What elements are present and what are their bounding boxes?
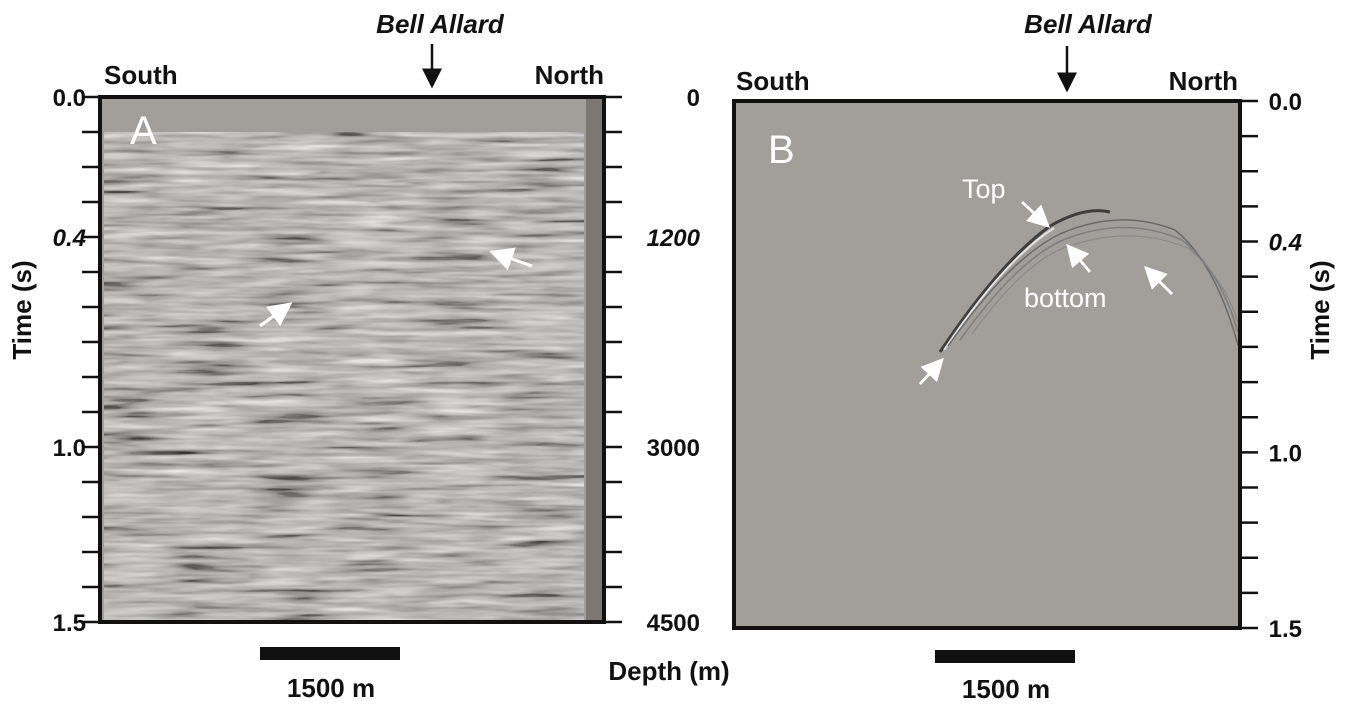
panel-b-arrow-right bbox=[1144, 266, 1173, 295]
panel-a-right-tick-label: 4500 bbox=[647, 610, 700, 637]
panel-b-direction-right: North bbox=[1169, 66, 1238, 96]
panel-a-scale-bar bbox=[260, 647, 400, 660]
panel-b-section-background bbox=[734, 101, 1240, 628]
panel-a-right-axis: 0 1200 3000 4500 bbox=[602, 85, 701, 637]
panel-b-annotation-top: Top bbox=[962, 174, 1006, 204]
panel-a-letter: A bbox=[130, 109, 157, 153]
panel-b-scale-label: 1500 m bbox=[962, 674, 1050, 704]
panel-b-arrow-left bbox=[918, 357, 944, 385]
panel-a-arrow-left bbox=[259, 302, 293, 328]
panel-a-seismic-texture-fine bbox=[104, 132, 584, 622]
panel-b-scale-bar bbox=[935, 650, 1075, 663]
panel-a-left-axis: 0.0 0.4 1.0 1.5 bbox=[53, 85, 102, 637]
panel-b-right-tick-label: 1.0 bbox=[1269, 440, 1302, 467]
panel-b: B Top bottom bbox=[732, 99, 1242, 630]
panel-b-diffraction-3 bbox=[971, 235, 1239, 335]
panel-a-right-tick-label: 1200 bbox=[647, 225, 701, 252]
panel-a-direction-right: North bbox=[535, 60, 604, 90]
panel-a-site-label: Bell Allard bbox=[376, 9, 505, 39]
panel-b-letter: B bbox=[768, 128, 795, 172]
panel-b-right-axis: 0.0 0.4 1.0 1.5 bbox=[1238, 89, 1302, 643]
panel-b-arrow-bottom bbox=[1066, 243, 1092, 273]
panel-a-right-tick-label: 0 bbox=[687, 85, 700, 112]
panel-a-left-tick-label: 0.4 bbox=[53, 225, 86, 252]
panel-b-arrow-top bbox=[1021, 200, 1051, 228]
panel-a-left-tick-label: 1.5 bbox=[53, 610, 86, 637]
panel-a-direction-left: South bbox=[104, 60, 178, 90]
panel-b-diffraction-dark bbox=[938, 209, 1111, 353]
panel-a: A bbox=[98, 95, 606, 624]
panel-a-left-tick-label: 1.0 bbox=[53, 435, 86, 462]
panel-a-time-axis-label: Time (s) bbox=[7, 260, 37, 359]
panel-b-annotation-bottom: bottom bbox=[1024, 283, 1107, 313]
panel-b-diffraction-2 bbox=[959, 226, 1239, 341]
panel-b-right-tick-label: 0.4 bbox=[1269, 230, 1302, 257]
panel-b-time-axis-label: Time (s) bbox=[1305, 260, 1335, 359]
depth-axis-label: Depth (m) bbox=[608, 656, 729, 686]
panel-b-site-label: Bell Allard bbox=[1024, 9, 1153, 39]
panel-a-left-tick-label: 0.0 bbox=[53, 85, 86, 112]
panel-a-arrow-right bbox=[489, 247, 533, 271]
panel-b-direction-left: South bbox=[736, 66, 810, 96]
panel-a-right-tick-label: 3000 bbox=[647, 435, 700, 462]
panel-b-right-tick-label: 1.5 bbox=[1269, 616, 1302, 643]
panel-a-right-strip bbox=[586, 97, 604, 622]
panel-b-diffraction-1 bbox=[947, 219, 1239, 347]
panel-a-scale-label: 1500 m bbox=[287, 673, 375, 703]
panel-b-diffraction-light bbox=[943, 227, 1055, 351]
panel-b-right-tick-label: 0.0 bbox=[1269, 89, 1302, 116]
